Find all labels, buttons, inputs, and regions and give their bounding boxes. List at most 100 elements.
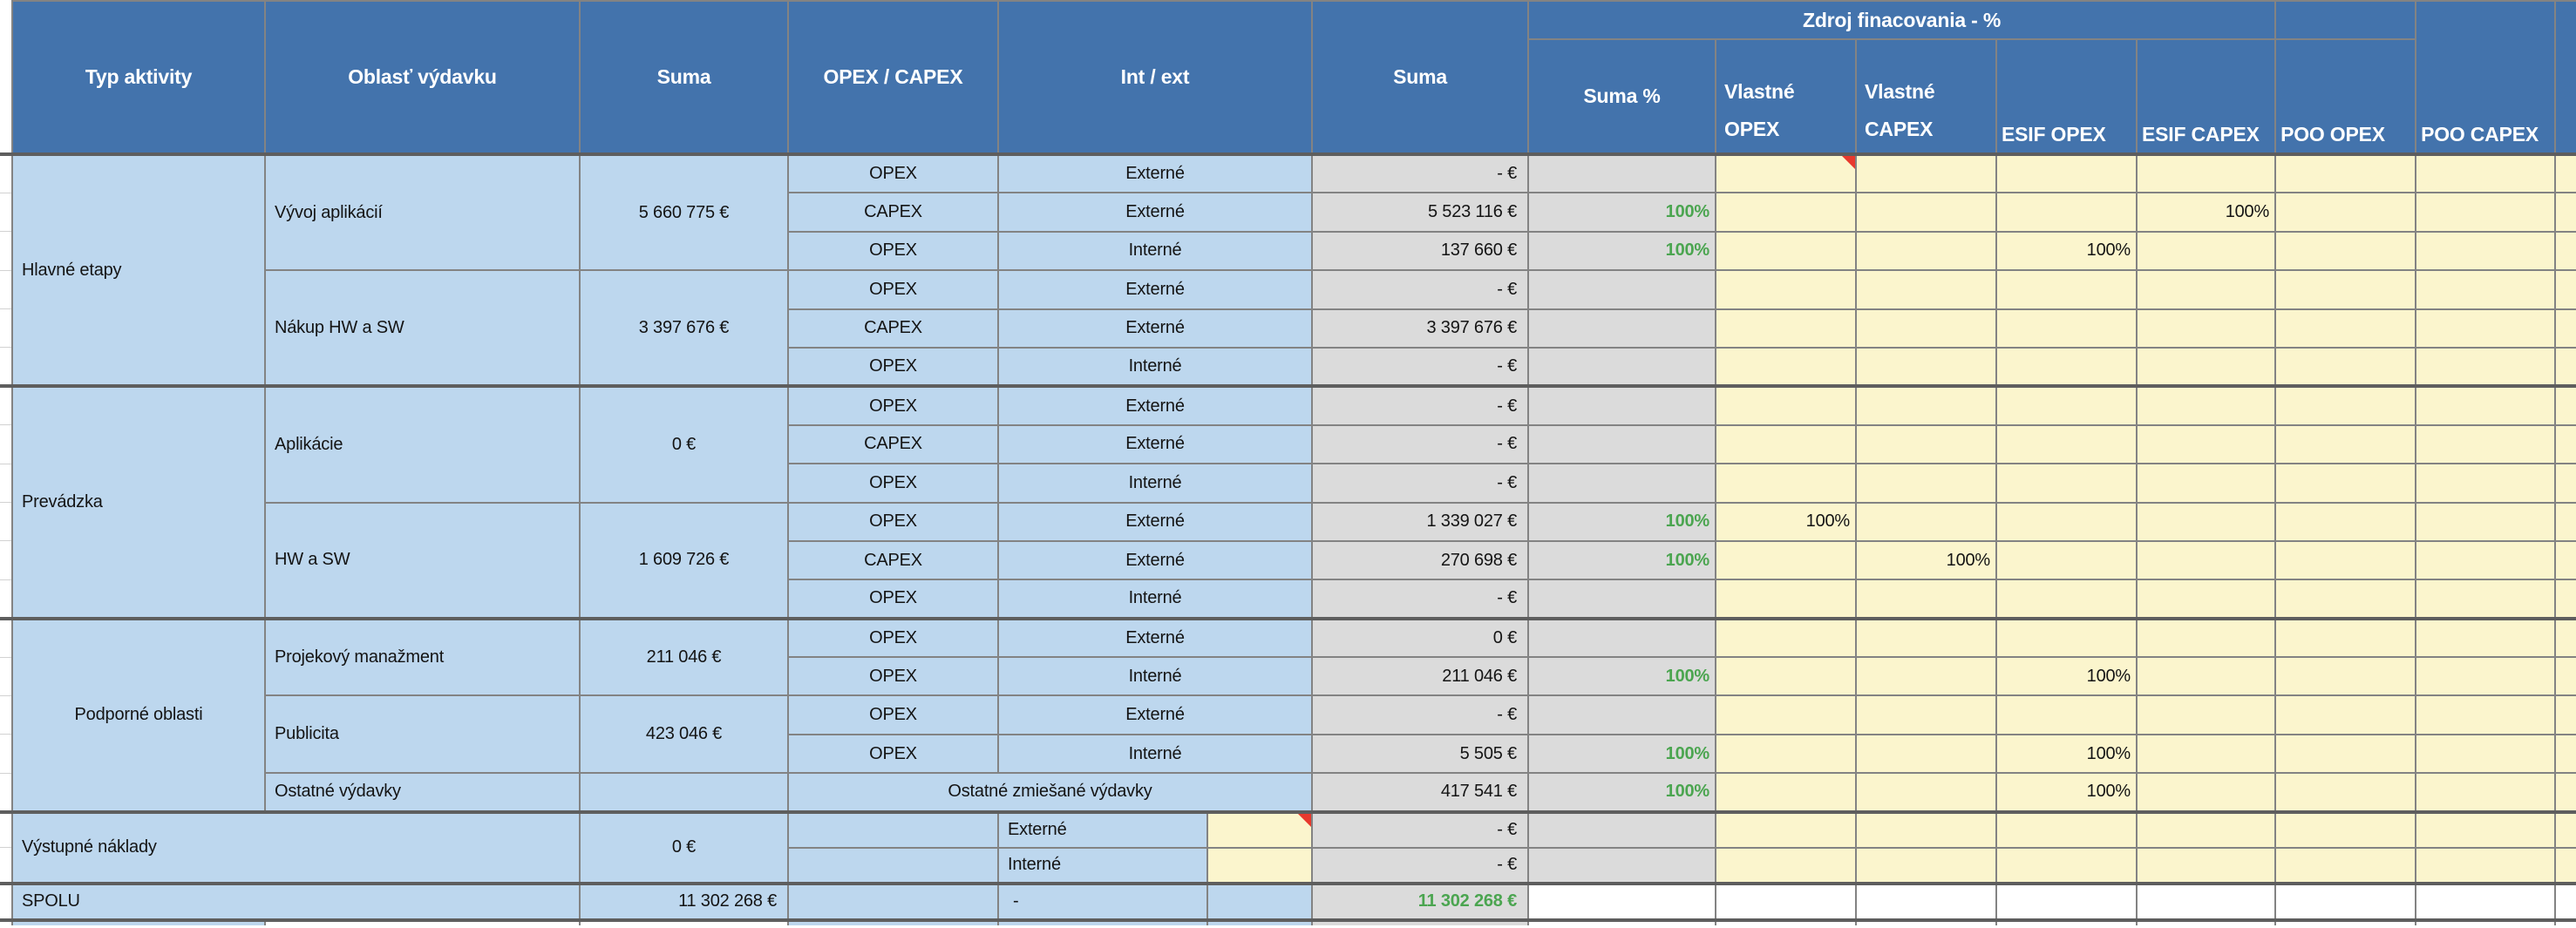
suma-value-cell[interactable]: 0 € [1311,616,1529,659]
pct-poo-capex-cell[interactable] [2415,346,2557,388]
area-suma-cell[interactable]: 423 046 € [579,694,789,775]
pct-esif-capex-cell[interactable] [2135,772,2277,813]
pct-vlastne-opex-cell[interactable] [1715,384,1857,426]
area-label-cell[interactable]: Ostatné výdavky [264,772,581,813]
pct-vlastne-capex-cell[interactable] [1855,501,1997,542]
header-typ-aktivity[interactable]: Typ aktivity [11,0,266,155]
area-label-cell[interactable]: Nákup HW a SW [264,269,581,388]
pct-vlastne-capex-cell[interactable] [1855,152,1997,194]
suma-value-cell[interactable]: - € [1311,384,1529,426]
int-ext-cell[interactable]: Externé [997,152,1313,194]
pct-vlastne-opex-cell[interactable] [1715,346,1857,388]
area-label-cell[interactable]: Aplikácie [264,384,581,504]
spolu-dash-cell[interactable]: - [997,881,1208,921]
int-ext-cell[interactable]: Externé [997,501,1313,542]
pct-esif-opex-cell[interactable] [1995,192,2138,233]
pct-vlastne-capex-cell[interactable] [1855,384,1997,426]
suma-pct-cell[interactable] [1527,809,1716,849]
vystupne-suma-cell[interactable]: 0 € [579,809,789,884]
pct-esif-capex-cell[interactable] [2135,881,2277,921]
pct-poo-capex-cell[interactable] [2415,539,2557,581]
suma-pct-cell[interactable] [1527,616,1716,659]
pct-esif-capex-cell[interactable] [2135,230,2277,272]
pct-vlastne-capex-cell[interactable] [1855,733,1997,775]
suma-pct-cell[interactable]: 100% [1527,230,1716,272]
pct-poo-capex-cell[interactable] [2415,308,2557,349]
header-zdroj-financovania[interactable]: Zdroj finacovania - % [1526,0,2277,40]
int-ext-cell[interactable]: Externé [997,616,1313,659]
int-ext-cell[interactable]: Interné [997,346,1313,388]
pct-vlastne-capex-cell[interactable] [1855,579,1997,620]
pct-poo-opex-cell[interactable] [2274,230,2417,272]
pct-poo-capex-cell[interactable] [2415,501,2557,542]
pct-vlastne-capex-cell[interactable] [1855,846,1997,884]
pct-vlastne-opex-cell[interactable] [1715,192,1857,233]
spolu-suma-cell[interactable]: 11 302 268 € [579,881,789,921]
suma-value-cell[interactable]: - € [1311,579,1529,620]
opex-capex-cell[interactable]: OPEX [787,694,999,735]
pct-poo-opex-cell[interactable] [2274,501,2417,542]
pct-poo-capex-cell[interactable] [2415,656,2557,697]
opex-capex-cell[interactable]: CAPEX [787,192,999,233]
vystupne-input-cell[interactable] [1206,809,1313,849]
suma-value-cell[interactable]: - € [1311,809,1529,849]
opex-capex-cell[interactable] [787,846,999,884]
pct-esif-capex-cell[interactable] [2135,733,2277,775]
header-esif-capex[interactable]: ESIF CAPEX [2135,38,2277,155]
pct-poo-capex-cell[interactable] [2415,579,2557,620]
int-ext-cell[interactable]: Externé [997,308,1313,349]
int-ext-cell[interactable]: Externé [997,539,1313,581]
suma-pct-cell[interactable] [1527,846,1716,884]
pct-poo-capex-cell[interactable] [2415,230,2557,272]
pct-esif-opex-cell[interactable] [1995,846,2138,884]
pct-esif-capex-cell[interactable] [2135,384,2277,426]
int-ext-cell[interactable]: Interné [997,656,1313,697]
pct-vlastne-opex-cell[interactable] [1715,809,1857,849]
suma-pct-cell[interactable]: 100% [1527,656,1716,697]
suma-pct-cell[interactable]: 100% [1527,539,1716,581]
area-suma-cell[interactable]: 0 € [579,384,789,504]
pct-vlastne-capex-cell[interactable] [1855,694,1997,735]
suma-value-cell[interactable]: 5 523 116 € [1311,192,1529,233]
pct-vlastne-capex-cell[interactable] [1855,346,1997,388]
suma-value-cell[interactable]: - € [1311,694,1529,735]
suma-pct-cell[interactable]: 100% [1527,501,1716,542]
pct-esif-capex-cell[interactable] [2135,423,2277,465]
int-ext-cell[interactable]: Externé [997,423,1313,465]
section-label-cell[interactable]: Podporné oblasti [11,616,266,813]
opex-capex-cell[interactable] [787,881,999,921]
pct-vlastne-opex-cell[interactable] [1715,694,1857,735]
pct-esif-opex-cell[interactable] [1995,384,2138,426]
pct-vlastne-opex-cell[interactable] [1715,463,1857,504]
pct-poo-capex-cell[interactable] [2415,423,2557,465]
int-ext-cell[interactable]: Externé [997,192,1313,233]
suma-pct-cell[interactable] [1527,384,1716,426]
int-ext-cell[interactable]: Externé [997,809,1208,849]
pct-esif-opex-cell[interactable]: 100% [1995,772,2138,813]
header-suma[interactable]: Suma [579,0,789,155]
pct-esif-capex-cell[interactable] [2135,616,2277,659]
pct-esif-opex-cell[interactable] [1995,501,2138,542]
suma-pct-cell[interactable] [1527,694,1716,735]
spolu-total-cell[interactable]: 11 302 268 € [1311,881,1529,921]
area-suma-cell[interactable]: 1 609 726 € [579,501,789,620]
pct-esif-opex-cell[interactable]: 100% [1995,230,2138,272]
pct-vlastne-opex-cell[interactable] [1715,539,1857,581]
int-ext-cell[interactable]: Interné [997,463,1313,504]
suma-value-cell[interactable]: - € [1311,269,1529,310]
area-suma-cell[interactable]: 3 397 676 € [579,269,789,388]
pct-vlastne-opex-cell[interactable] [1715,846,1857,884]
pct-vlastne-opex-cell[interactable] [1715,616,1857,659]
int-ext-cell[interactable]: Interné [997,733,1313,775]
pct-esif-opex-cell[interactable] [1995,269,2138,310]
header-suma-2[interactable]: Suma [1311,0,1529,155]
pct-vlastne-opex-cell[interactable] [1715,881,1857,921]
pct-poo-opex-cell[interactable] [2274,809,2417,849]
suma-value-cell[interactable]: - € [1311,423,1529,465]
pct-esif-opex-cell[interactable] [1995,809,2138,849]
suma-value-cell[interactable]: - € [1311,463,1529,504]
suma-value-cell[interactable]: 417 541 € [1311,772,1529,813]
pct-esif-capex-cell[interactable]: 100% [2135,192,2277,233]
pct-poo-opex-cell[interactable] [2274,539,2417,581]
pct-poo-opex-cell[interactable] [2274,192,2417,233]
